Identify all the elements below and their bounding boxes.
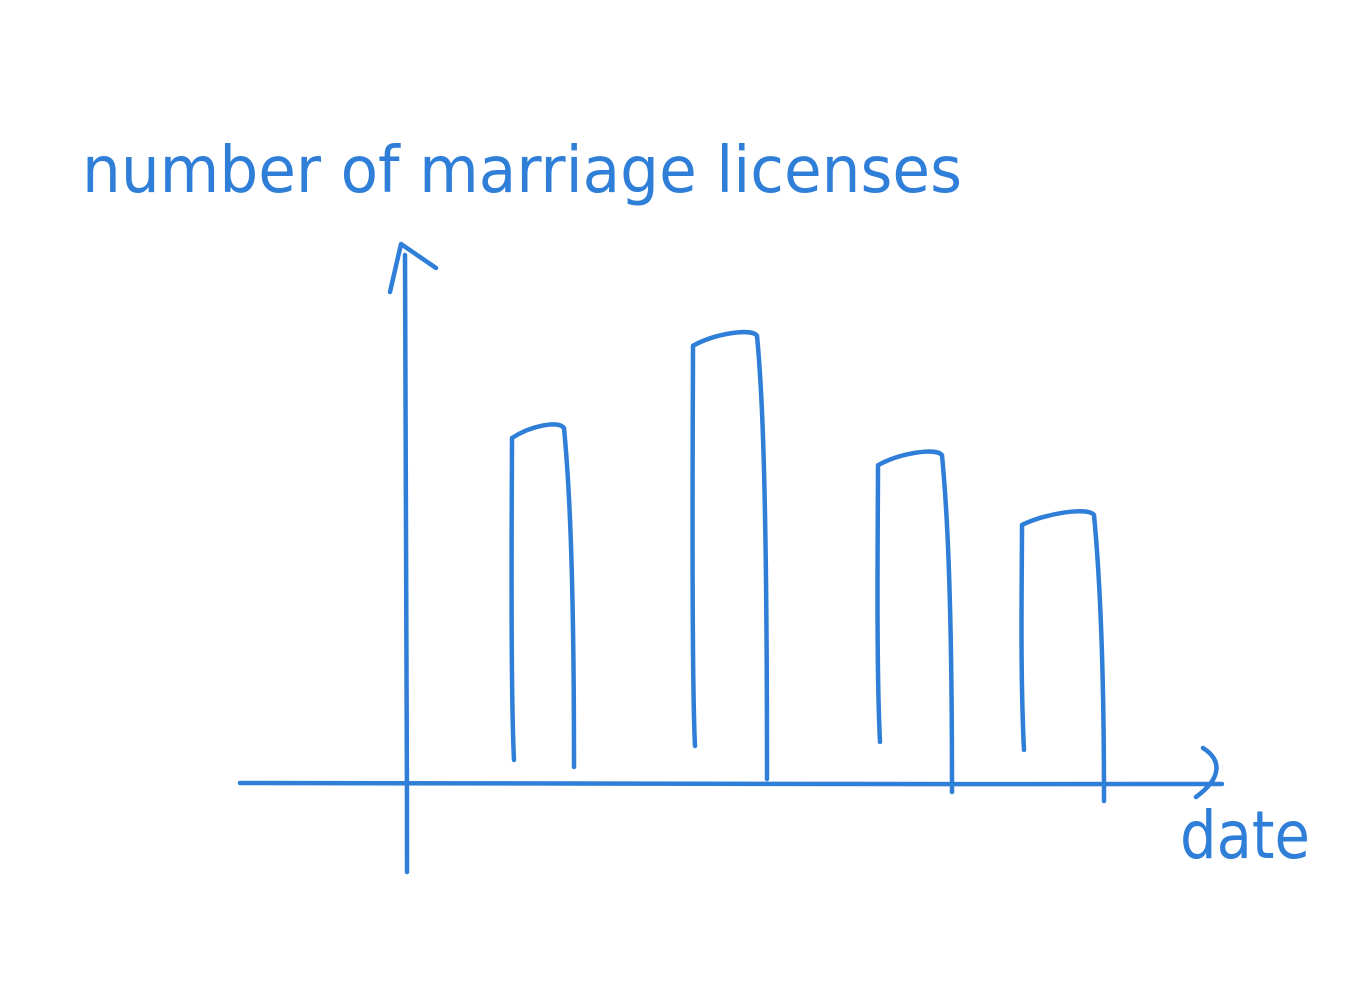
bar-2 [690,329,770,782]
bar-3 [875,449,955,795]
y-axis-label: number of marriage licenses [82,134,962,208]
x-axis-label: date [1180,797,1310,874]
x-axis-arrowhead [1193,745,1219,800]
y-axis-line [402,252,410,875]
bar-1 [509,422,577,770]
bars-group [509,329,1107,804]
bar-4 [1019,509,1107,804]
y-axis-arrowhead [387,241,439,295]
x-axis-line [237,780,1225,787]
